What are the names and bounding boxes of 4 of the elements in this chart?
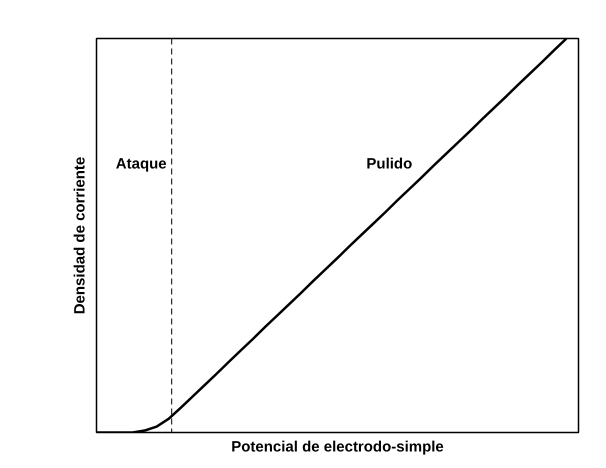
x-axis-title: Potencial de electrodo-simple: [231, 438, 444, 456]
y-axis-title: Densidad de corriente: [72, 156, 88, 314]
annotation: Ataque: [116, 155, 167, 172]
annotation: Pulido: [366, 155, 412, 172]
